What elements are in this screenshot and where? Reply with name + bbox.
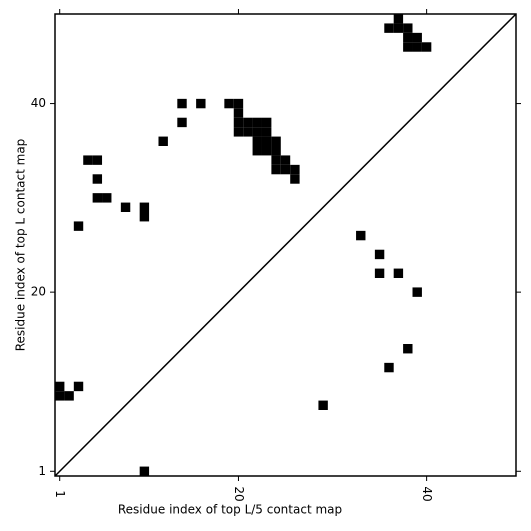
contact-cell bbox=[261, 136, 272, 146]
contact-cell bbox=[403, 344, 413, 354]
contact-cell bbox=[120, 202, 131, 212]
contact-cell bbox=[412, 287, 422, 297]
contact-cell bbox=[280, 164, 291, 175]
contact-cell bbox=[412, 32, 422, 43]
diagonal-line bbox=[54, 13, 517, 477]
y-tick-label: 1 bbox=[38, 464, 46, 478]
contact-cell bbox=[233, 108, 244, 118]
contact-cell bbox=[356, 230, 366, 241]
y-tick-label: 40 bbox=[31, 96, 46, 110]
y-tick-label: 20 bbox=[31, 285, 46, 299]
contact-cell bbox=[233, 117, 244, 128]
contact-cell bbox=[73, 381, 84, 392]
contact-cell bbox=[271, 164, 281, 175]
contact-cell bbox=[139, 202, 150, 212]
contact-cell bbox=[224, 98, 234, 109]
contact-cell bbox=[55, 391, 65, 401]
contact-cell bbox=[384, 23, 394, 33]
contact-cell bbox=[271, 155, 281, 165]
contact-cell bbox=[92, 193, 103, 203]
contact-cell bbox=[252, 117, 262, 128]
contact-cell bbox=[92, 174, 103, 184]
contact-cell bbox=[403, 32, 413, 43]
contact-cell bbox=[243, 127, 253, 137]
contact-cell bbox=[280, 155, 291, 165]
contact-cell bbox=[384, 362, 394, 373]
x-tick-label: 1 bbox=[53, 490, 67, 498]
contact-cell bbox=[233, 98, 244, 109]
contact-cell bbox=[290, 164, 300, 175]
contact-cell bbox=[177, 98, 187, 109]
contact-cell bbox=[83, 155, 93, 165]
x-axis-label: Residue index of top L/5 contact map bbox=[118, 503, 342, 517]
contact-cell bbox=[92, 155, 103, 165]
contact-cell bbox=[252, 146, 262, 156]
contact-cell bbox=[393, 23, 404, 33]
contact-cell bbox=[102, 193, 112, 203]
contact-cell bbox=[252, 136, 262, 146]
contact-cell bbox=[403, 42, 413, 52]
contact-cell bbox=[318, 400, 328, 410]
contact-cell bbox=[412, 42, 422, 52]
contact-cell bbox=[290, 174, 300, 184]
contact-cell bbox=[233, 127, 244, 137]
contact-cell bbox=[158, 136, 168, 146]
contact-cell bbox=[261, 146, 272, 156]
x-tick-label: 40 bbox=[420, 486, 434, 501]
contact-cell bbox=[196, 98, 206, 109]
contact-cell bbox=[261, 117, 272, 128]
contact-cell bbox=[374, 268, 385, 278]
contact-cell bbox=[243, 117, 253, 128]
contact-cell bbox=[421, 42, 432, 52]
y-axis-label: Residue index of top L contact map bbox=[14, 139, 28, 352]
contact-cell bbox=[177, 117, 187, 128]
contact-cell bbox=[271, 136, 281, 146]
contact-cell bbox=[55, 381, 65, 392]
contact-cell bbox=[64, 391, 74, 401]
contact-cell bbox=[73, 221, 84, 231]
contact-cell bbox=[252, 127, 262, 137]
contact-cell bbox=[139, 466, 150, 476]
contact-cell bbox=[403, 23, 413, 33]
contact-cell bbox=[271, 146, 281, 156]
contact-cell bbox=[139, 212, 150, 222]
plot-frame bbox=[54, 13, 517, 477]
contact-cell bbox=[393, 14, 404, 24]
contact-cell bbox=[261, 127, 272, 137]
contact-cell bbox=[393, 268, 404, 278]
contact-cell bbox=[374, 249, 385, 260]
x-tick-label: 20 bbox=[232, 486, 246, 501]
